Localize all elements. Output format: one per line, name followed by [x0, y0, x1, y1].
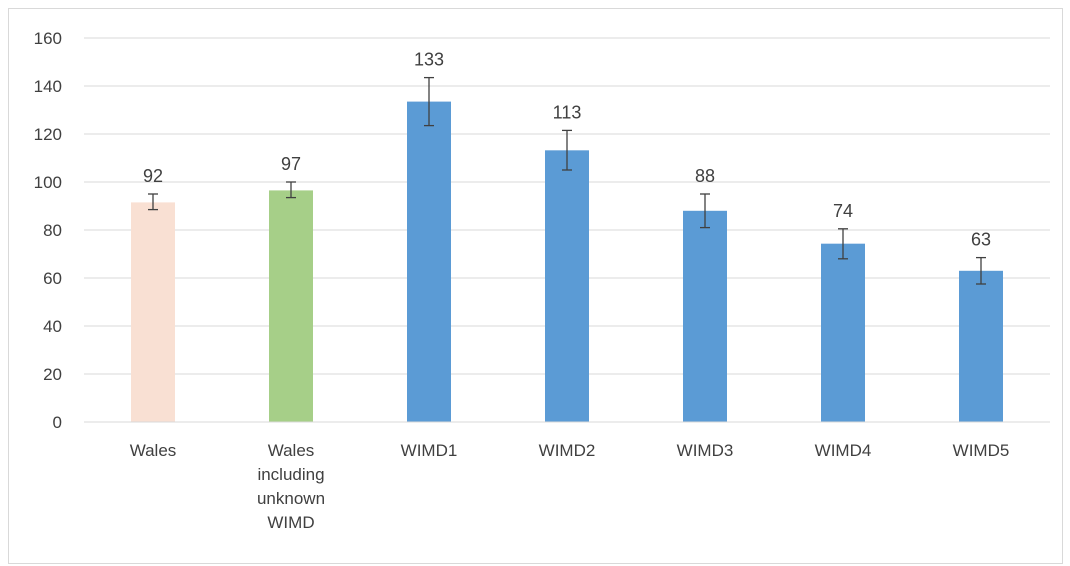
data-label: 63: [971, 230, 991, 250]
bar: [269, 190, 313, 422]
category-label-line: WIMD1: [401, 441, 458, 460]
data-label: 74: [833, 201, 853, 221]
bars: [131, 101, 1003, 422]
bar: [545, 150, 589, 422]
y-tick-label: 60: [43, 269, 62, 288]
bar: [959, 270, 1003, 422]
category-label: WIMD3: [677, 441, 734, 460]
category-label-line: Wales: [130, 441, 177, 460]
category-label-line: WIMD: [267, 513, 314, 532]
data-label: 88: [695, 166, 715, 186]
category-label-line: WIMD4: [815, 441, 872, 460]
category-label: WIMD2: [539, 441, 596, 460]
category-label: Wales including unknown WIMD: [257, 441, 325, 532]
category-labels: Wales Wales including unknown WIMD WIMD1 WIMD2…: [130, 441, 1010, 532]
category-label-line: WIMD5: [953, 441, 1010, 460]
category-label-line: including: [257, 465, 324, 484]
y-tick-label: 140: [34, 77, 62, 96]
category-label-line: WIMD2: [539, 441, 596, 460]
category-label-line: unknown: [257, 489, 325, 508]
y-tick-label: 80: [43, 221, 62, 240]
bar: [821, 243, 865, 422]
chart-frame: [8, 8, 1063, 564]
category-label: WIMD4: [815, 441, 872, 460]
y-tick-label: 160: [34, 29, 62, 48]
y-tick-label: 120: [34, 125, 62, 144]
data-labels: 92 97 133 113 88 74 63: [143, 50, 991, 250]
category-label-line: Wales: [268, 441, 315, 460]
bar: [131, 202, 175, 422]
category-label: Wales: [130, 441, 177, 460]
category-label: WIMD1: [401, 441, 458, 460]
y-tick-label: 20: [43, 365, 62, 384]
y-tick-label: 40: [43, 317, 62, 336]
data-label: 92: [143, 166, 163, 186]
data-label: 97: [281, 154, 301, 174]
category-label-line: WIMD3: [677, 441, 734, 460]
y-axis-ticks: 0 20 40 60 80 100 120 140 160: [34, 29, 62, 432]
error-bars: [148, 76, 986, 285]
bar: [683, 210, 727, 422]
category-label: WIMD5: [953, 441, 1010, 460]
bar: [407, 101, 451, 422]
y-tick-label: 100: [34, 173, 62, 192]
data-label: 133: [414, 50, 444, 70]
y-tick-label: 0: [53, 413, 62, 432]
data-label: 113: [553, 102, 582, 122]
